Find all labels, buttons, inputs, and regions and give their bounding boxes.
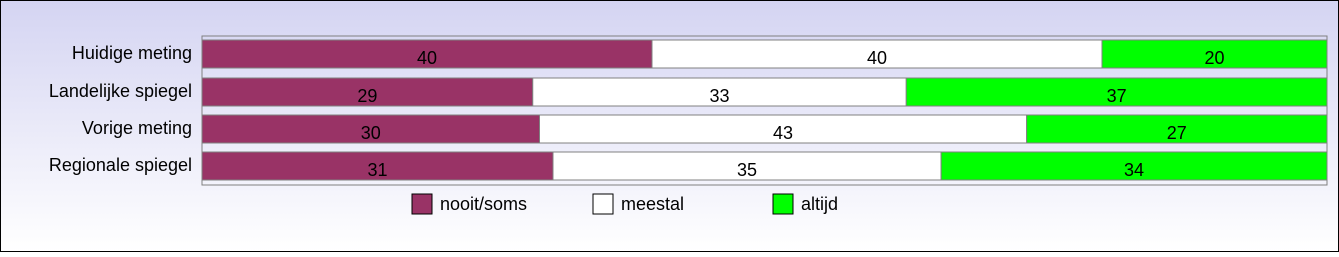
bar-segment	[532, 77, 907, 107]
value-label: 20	[1204, 48, 1224, 68]
legend-label: nooit/soms	[440, 194, 527, 214]
bar-segment	[201, 114, 540, 144]
plot-frame	[201, 35, 1328, 186]
value-label: 40	[417, 48, 437, 68]
value-label: 35	[737, 160, 757, 180]
value-label: 29	[357, 86, 377, 106]
legend-swatch	[592, 193, 614, 215]
value-label: 34	[1124, 160, 1144, 180]
bar-segment	[1101, 39, 1328, 69]
legend-swatch	[772, 193, 794, 215]
category-label: Huidige meting	[72, 43, 192, 63]
value-label: 37	[1107, 86, 1127, 106]
bar-segment	[201, 151, 554, 181]
category-label: Regionale spiegel	[49, 155, 192, 175]
legend-label: meestal	[621, 194, 684, 214]
bar-segment	[539, 114, 1028, 144]
bar-segment	[905, 77, 1328, 107]
bar-segment	[1026, 114, 1328, 144]
bar-segment	[940, 151, 1328, 181]
value-label: 40	[867, 48, 887, 68]
value-label: 27	[1167, 123, 1187, 143]
value-label: 30	[361, 123, 381, 143]
category-label: Landelijke spiegel	[49, 81, 192, 101]
bar-segment	[201, 77, 534, 107]
value-label: 31	[367, 160, 387, 180]
bar-segment	[552, 151, 942, 181]
value-label: 43	[773, 123, 793, 143]
legend-swatch	[411, 193, 433, 215]
bar-segment	[201, 39, 653, 69]
value-label: 33	[709, 86, 729, 106]
legend-label: altijd	[801, 194, 838, 214]
category-label: Vorige meting	[82, 118, 192, 138]
